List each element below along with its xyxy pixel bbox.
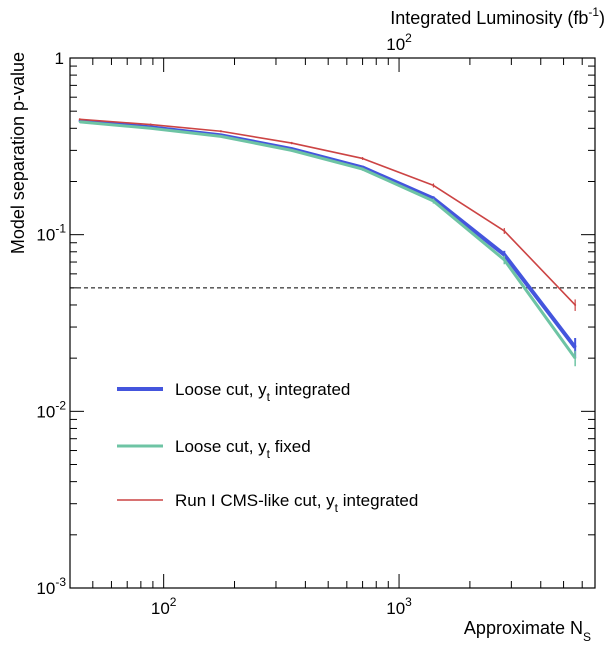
series-2-point [290,149,293,152]
series-3-point [432,184,435,187]
y-tick-label-exponent: -2 [55,398,66,412]
legend-label-end: integrated [270,380,350,399]
top-tick-label-exponent: 2 [405,31,412,45]
series-1-point [574,346,577,349]
series-2-point [361,168,364,171]
y-axis-label: Model separation p-value [8,52,28,254]
x-axis-label-text: Approximate N [464,618,583,638]
series-2-point [78,120,81,123]
legend-label-text: Loose cut, y [175,380,267,399]
top-tick-label: 102 [386,31,412,54]
legend-label-text: Loose cut, y [175,437,267,456]
y-tick-label: 10-2 [36,398,66,421]
x-tick-label-exponent: 2 [170,595,177,609]
legend-label-subscript: t [335,501,339,515]
top-axis-label: Integrated Luminosity (fb-1) [390,5,605,28]
x-axis-label: Approximate NS [464,618,591,643]
y-tick-label: 10-3 [36,575,66,598]
series-3-point [361,157,364,160]
y-tick-label: 1 [55,49,64,68]
top-axis-label-text: Integrated Luminosity (fb [390,8,588,28]
y-tick-label-base: 10 [36,402,55,421]
series-2-point [503,258,506,261]
y-tick-label-base: 10 [36,226,55,245]
x-tick-label-exponent: 3 [405,595,412,609]
y-tick-label-exponent: -3 [55,575,66,589]
legend-label-subscript: t [267,390,271,404]
plot-frame [69,57,596,589]
legend-label-end: fixed [270,437,311,456]
series-line-3 [79,118,576,306]
series-3-point [574,303,577,306]
x-tick-label-base: 10 [151,599,170,618]
top-axis-label-superscript: -1 [588,5,599,19]
x-tick-label-base: 10 [386,599,405,618]
legend-label-subscript: t [267,447,271,461]
series-3-point [149,123,152,126]
series-line-2 [79,120,577,360]
series-3-point [503,229,506,232]
series-2-point [574,357,577,360]
legend-label-text: Run I CMS-like cut, y [175,491,335,510]
top-tick-label-base: 10 [386,35,405,54]
series-line-1 [79,118,577,349]
legend-label-3: Run I CMS-like cut, yt integrated [175,491,418,515]
series-3-point [219,130,222,133]
y-tick-label: 10-1 [36,222,66,245]
x-tick-label: 102 [151,595,177,618]
x-axis-label-subscript: S [583,630,591,643]
series-3-point [290,142,293,145]
x-tick-label: 103 [386,595,412,618]
series-2-point [149,127,152,130]
top-axis-label-end: ) [599,8,605,28]
legend-label-1: Loose cut, yt integrated [175,380,350,404]
legend-label-2: Loose cut, yt fixed [175,437,311,461]
series-3-point [78,118,81,121]
y-tick-label-exponent: -1 [55,222,66,236]
series-1-point [503,253,506,256]
legend-label-end: integrated [338,491,418,510]
series-2-point [432,200,435,203]
y-tick-label-base: 10 [36,579,55,598]
series-2-point [219,135,222,138]
